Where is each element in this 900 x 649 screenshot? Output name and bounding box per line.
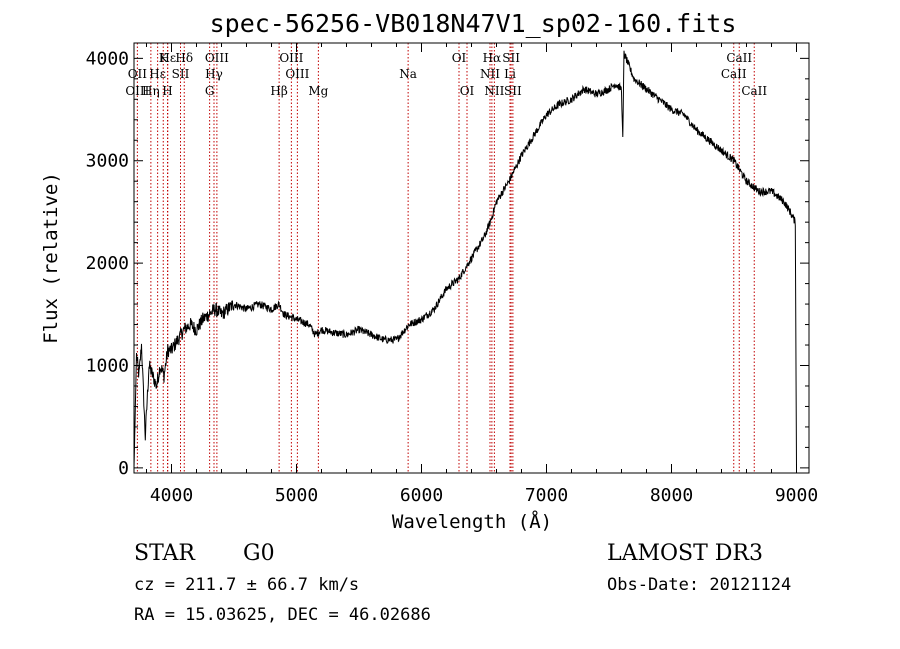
line-label: OI <box>452 51 467 65</box>
survey-name: LAMOST DR3 <box>607 541 763 566</box>
y-axis-label: Flux (relative) <box>40 172 62 344</box>
line-label: K <box>159 51 169 65</box>
y-tick-label: 3000 <box>86 151 129 172</box>
line-label: Hγ <box>205 67 223 81</box>
line-label: Hα <box>483 51 502 65</box>
line-label: H <box>162 84 172 98</box>
redshift-velocity: cz = 211.7 ± 66.7 km/s <box>134 575 359 595</box>
line-label: Na <box>399 67 417 81</box>
spectrum-line <box>133 50 797 468</box>
line-label: SII <box>172 67 190 81</box>
x-axis-label: Wavelength (Å) <box>392 510 552 533</box>
line-label: CaII <box>726 51 752 65</box>
y-tick-label: 1000 <box>86 356 129 377</box>
observation-date: Obs-Date: 20121124 <box>607 575 791 595</box>
line-label: OI <box>460 84 475 98</box>
line-label: Hε <box>159 51 176 65</box>
line-label: Mg <box>308 84 328 98</box>
y-tick-label: 0 <box>118 458 129 479</box>
x-axis: 4000 5000 6000 7000 8000 9000 <box>146 43 818 506</box>
line-label: SII <box>504 84 522 98</box>
line-label: OII <box>128 67 148 81</box>
line-label: OIII <box>125 84 149 98</box>
x-tick-label: 5000 <box>275 485 318 506</box>
y-tick-label: 2000 <box>86 253 129 274</box>
object-subclass: G0 <box>243 541 275 566</box>
reference-lines <box>136 43 755 473</box>
line-label: Hε <box>149 67 166 81</box>
line-label: NII <box>480 67 500 81</box>
x-tick-label: 8000 <box>650 485 693 506</box>
x-tick-label: 7000 <box>525 485 568 506</box>
coordinates: RA = 15.03625, DEC = 46.02686 <box>134 605 431 625</box>
line-label: OIII <box>279 51 303 65</box>
line-label: OIII <box>205 51 229 65</box>
chart-title: spec-56256-VB018N47V1_sp02-160.fits <box>210 9 737 38</box>
y-axis: 0 1000 2000 3000 4000 <box>86 48 809 479</box>
line-label: G <box>205 84 215 98</box>
line-label: Hη <box>142 84 160 98</box>
y-tick-label: 4000 <box>86 48 129 69</box>
line-label: CaII <box>741 84 767 98</box>
line-label: Hδ <box>175 51 193 65</box>
x-tick-label: 4000 <box>150 485 193 506</box>
object-class: STAR <box>134 541 196 566</box>
line-label: SII <box>502 51 520 65</box>
line-label: Li <box>504 67 516 81</box>
line-label: OIII <box>285 67 309 81</box>
x-tick-label: 9000 <box>775 485 818 506</box>
x-tick-label: 6000 <box>400 485 443 506</box>
line-label: NII <box>484 84 504 98</box>
line-label: Hβ <box>270 84 287 98</box>
line-label: CaII <box>721 67 747 81</box>
spectrum-series <box>133 50 797 468</box>
